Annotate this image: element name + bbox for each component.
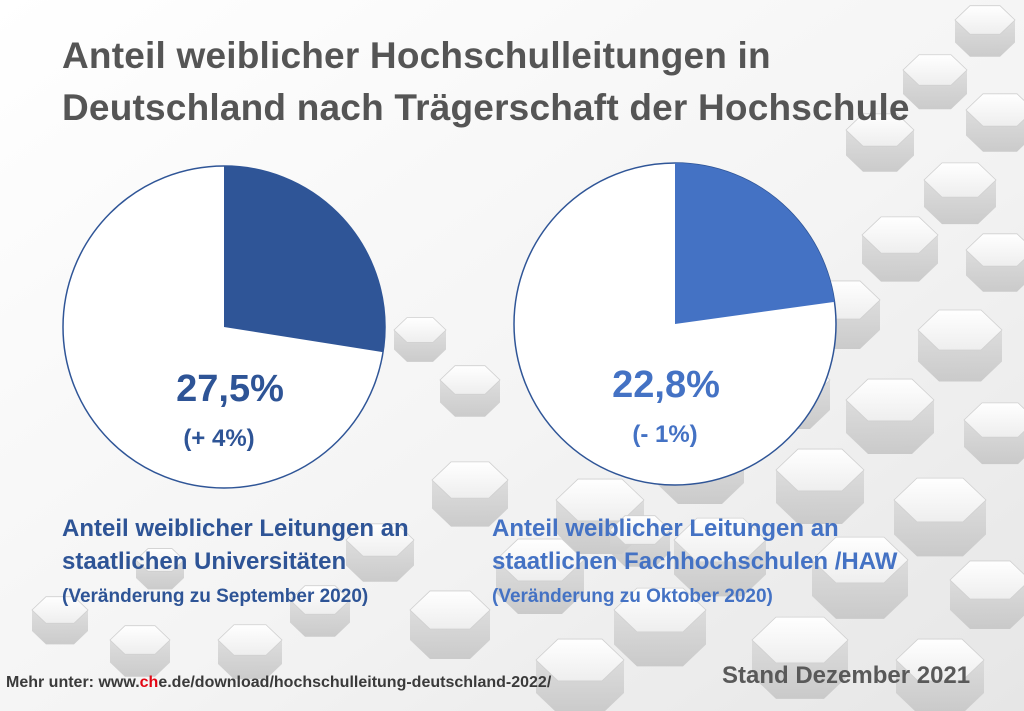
hexagon-prism-top <box>535 638 625 682</box>
hexagon-prism-top <box>289 585 351 615</box>
hexagon-prism-side <box>410 610 490 660</box>
hexagon-prism-side <box>440 380 500 417</box>
hexagon-prism-side <box>136 560 184 590</box>
caption-left-line-2: staatlichen Universitäten <box>62 548 347 575</box>
hexagon-prism-top <box>673 517 767 563</box>
hexagon-prism-side <box>862 235 938 282</box>
hexagon-prism-top <box>109 625 171 655</box>
hexagon-prism-top <box>775 448 865 492</box>
hexagon-prism-top <box>949 560 1024 600</box>
hexagon-prism-side <box>846 130 914 172</box>
hexagon-prism-top <box>902 54 968 86</box>
pie-chart-universities: 27,5% (+ 4%) <box>62 165 386 489</box>
hexagon-prism-side <box>614 610 706 667</box>
hexagon-prism-top <box>393 317 447 343</box>
hexagon-prism-side <box>218 640 282 680</box>
hexagon-prism-top <box>954 5 1016 35</box>
hexagon-prism-top <box>845 113 915 147</box>
hexagon-prism-top <box>923 162 997 198</box>
pie-chart-fachhochschulen: 22,8% (- 1%) <box>513 162 837 486</box>
hexagon-prism-side <box>955 20 1015 57</box>
hexagon-prism-top <box>609 515 671 545</box>
hexagon-prism-top <box>845 378 935 422</box>
hexagon-prism-side <box>894 500 986 557</box>
source-highlight-h: h <box>148 674 159 691</box>
pie-slice-right <box>675 163 835 324</box>
hexagon-prism-top <box>861 216 939 254</box>
hexagon-prism-side <box>346 540 414 582</box>
change-label-right: (- 1%) <box>632 421 697 448</box>
hexagon-prism-side <box>110 640 170 677</box>
title-line-2: Deutschland nach Trägerschaft der Hochsc… <box>62 87 910 128</box>
hexagon-prism-top <box>893 477 987 523</box>
hexagon-prism-top <box>895 638 985 682</box>
hexagon-prism-side <box>812 560 908 619</box>
hexagon-prism-top <box>439 365 501 395</box>
hexagon-prism-top <box>135 548 185 572</box>
source-link[interactable]: Mehr unter: www.che.de/download/hochschu… <box>6 674 551 692</box>
hexagon-prism-side <box>966 110 1024 152</box>
hexagon-prism-side <box>924 180 996 225</box>
hexagon-prism-top <box>965 93 1024 127</box>
hexagon-prism-top <box>811 536 909 584</box>
date-stamp: Stand Dezember 2021 <box>722 662 971 689</box>
hexagon-prism-top <box>965 233 1024 267</box>
hexagon-prism-side <box>610 530 670 567</box>
hexagon-prism-top <box>217 624 283 656</box>
hexagon-prism-side <box>903 70 967 110</box>
hexagon-prism-side <box>950 580 1024 630</box>
hexagon-prism-side <box>964 420 1024 465</box>
hexagon-prism-top <box>409 590 491 630</box>
hexagon-prism-top <box>751 616 849 664</box>
hexagon-prism-top <box>345 523 415 557</box>
caption-left-line-1: Anteil weiblicher Leitungen an <box>62 515 409 542</box>
hexagon-prism-top <box>917 309 1003 351</box>
hexagon-prism-side <box>290 600 350 637</box>
change-label-left: (+ 4%) <box>183 425 254 452</box>
hexagon-prism-side <box>752 640 848 699</box>
pie-slice-left <box>224 166 386 353</box>
source-suffix: e.de/download/hochschulleitung-deutschla… <box>158 674 552 691</box>
hexagon-prism-top <box>613 587 707 633</box>
caption-universities: Anteil weiblicher Leitungen an staatlich… <box>62 512 409 616</box>
source-prefix: Mehr unter: www. <box>6 674 140 691</box>
hexagon-prism-top <box>963 402 1024 438</box>
hexagon-prism-side <box>776 470 864 524</box>
chart-title: Anteil weiblicher Hochschulleitungen in … <box>62 30 910 134</box>
value-label-right: 22,8% <box>612 364 720 406</box>
hexagon-prism-side <box>846 400 934 454</box>
hexagon-prism-side <box>674 540 766 597</box>
hexagon-prism-side <box>32 610 88 645</box>
hexagon-prism-side <box>896 660 984 711</box>
hexagon-prism-top <box>495 538 585 582</box>
caption-right-change-note: (Veränderung zu Oktober 2020) <box>492 586 773 607</box>
hexagon-prism-side <box>496 560 584 614</box>
hexagon-prism-top <box>431 461 509 499</box>
source-highlight-c: c <box>139 674 149 691</box>
hexagon-prism-side <box>394 330 446 362</box>
hexagon-prism-side <box>918 330 1002 382</box>
caption-left-change-note: (Veränderung zu September 2020) <box>62 586 369 607</box>
hexagon-prism-side <box>536 660 624 711</box>
caption-right-line-2: staatlichen Fachhochschulen /HAW <box>492 548 898 575</box>
value-label-left: 27,5% <box>176 368 284 410</box>
caption-fachhochschulen: Anteil weiblicher Leitungen an staatlich… <box>492 512 897 616</box>
hexagon-prism-top <box>31 596 89 624</box>
title-line-1: Anteil weiblicher Hochschulleitungen in <box>62 35 771 76</box>
hexagon-prism-side <box>432 480 508 527</box>
caption-right-line-1: Anteil weiblicher Leitungen an <box>492 515 839 542</box>
hexagon-prism-side <box>966 250 1024 292</box>
